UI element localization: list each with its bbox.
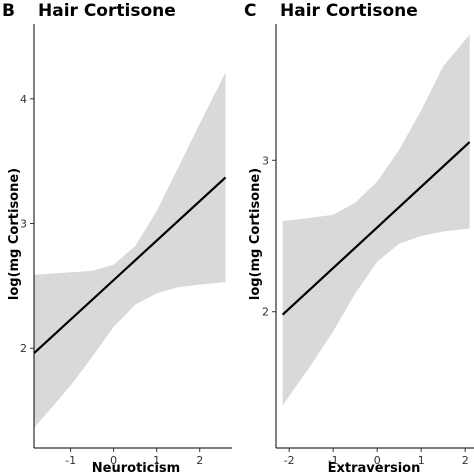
panel-b-x-tick-label: -1 xyxy=(65,454,76,467)
panel-b-y-axis-title: log(mg Cortisone) xyxy=(7,168,22,300)
panel-c-confidence-band xyxy=(282,34,470,406)
panel-b-x-axis-title: Neuroticism xyxy=(92,461,180,474)
panel-c-title: Hair Cortisone xyxy=(280,1,418,21)
panel-c-x-tick-label: -2 xyxy=(284,454,295,467)
panel-c-x-tick-label: 1 xyxy=(418,454,425,467)
panel-b-title: Hair Cortisone xyxy=(38,1,176,21)
panel-b-x-tick-label: 2 xyxy=(196,454,203,467)
panel-b-letter: B xyxy=(2,1,15,21)
panel-c: C Hair Cortisone Extraversion log(mg Cor… xyxy=(244,1,474,474)
panel-b-y-tick-label: 4 xyxy=(20,93,27,106)
panel-b-confidence-band xyxy=(34,72,226,428)
panel-b: B Hair Cortisone Neuroticism log(mg Cort… xyxy=(2,1,232,474)
panel-c-x-axis-title: Extraversion xyxy=(328,461,421,474)
panel-b-y-tick-label: 3 xyxy=(20,218,27,231)
panel-c-x-tick-label: 2 xyxy=(462,454,469,467)
panel-c-x-tick-label: 0 xyxy=(374,454,381,467)
panel-c-y-tick-label: 2 xyxy=(262,306,269,319)
panel-c-x-tick-label: -1 xyxy=(328,454,339,467)
panel-b-x-tick-label: 0 xyxy=(110,454,117,467)
panel-b-y-tick-label: 2 xyxy=(20,342,27,355)
panel-c-y-axis-title: log(mg Cortisone) xyxy=(248,168,263,300)
panel-c-y-tick-label: 3 xyxy=(262,154,269,167)
panel-b-regression-line xyxy=(33,176,227,355)
panel-c-letter: C xyxy=(244,1,256,21)
panel-c-regression-line xyxy=(281,141,471,316)
panel-b-x-tick-label: 1 xyxy=(153,454,160,467)
